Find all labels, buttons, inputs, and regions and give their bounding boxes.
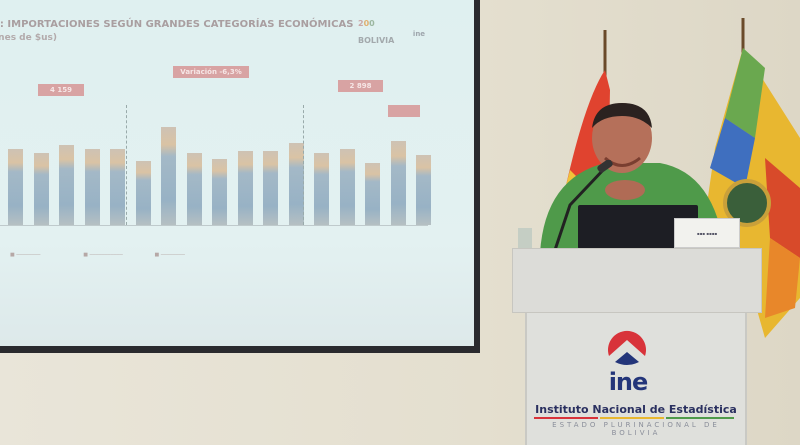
slide-bar (263, 151, 278, 225)
projection-screen: A: IMPORTACIONES SEGÚN GRANDES CATEGORÍA… (0, 0, 480, 353)
slide-bar (8, 149, 23, 225)
slide-bar (135, 161, 151, 225)
slide-title: A: IMPORTACIONES SEGÚN GRANDES CATEGORÍA… (0, 19, 354, 30)
microphone-icon (553, 160, 613, 250)
stripe (534, 417, 598, 419)
slide-bar (339, 149, 355, 225)
slide-bar (288, 143, 304, 225)
institution-name: Instituto Nacional de Estadística (535, 403, 737, 416)
podium-top (512, 248, 762, 313)
slide-bar (416, 155, 431, 225)
chart-separator (303, 105, 304, 225)
water-glass (518, 228, 532, 250)
slide-bar (314, 153, 329, 225)
nameplate: ▪▪▪ ▪▪▪▪ (674, 218, 740, 248)
institution-tagline: ESTADO PLURINACIONAL DE BOLIVIA (552, 421, 720, 437)
ine-logo-text: ine (608, 368, 649, 396)
chart-legend: ■ ──────── ■ ─────────── ■ ──────── (10, 252, 185, 258)
slide-bar (365, 163, 380, 225)
chart-separator (126, 105, 127, 225)
slide-subtitle: ones de $us) (0, 33, 58, 43)
ine-logo: ine (412, 30, 426, 38)
slide: A: IMPORTACIONES SEGÚN GRANDES CATEGORÍA… (0, 0, 474, 346)
slide-bar (33, 153, 49, 225)
slide-bar (212, 159, 227, 225)
slide-bar (59, 145, 74, 225)
stripe (600, 417, 664, 419)
slide-bar (237, 151, 253, 225)
variation-badge: Variación -6,3% (173, 66, 249, 78)
total-badge-2: 2 898 (338, 80, 383, 92)
chart-axis (0, 225, 428, 235)
bicentenario-logo: 200 BOLIVIA (358, 19, 395, 45)
ine-logo-mark (608, 330, 646, 365)
slide-bar (84, 149, 100, 225)
slide-bar (161, 127, 176, 225)
wiphala-flag (705, 18, 800, 338)
stripe (666, 417, 734, 419)
stacked-bar-chart (0, 105, 431, 225)
slide-bar (186, 153, 202, 225)
variation-badge-2 (388, 105, 420, 117)
total-badge: 4 159 (38, 84, 84, 96)
slide-bar (390, 141, 406, 225)
slide-bar (110, 149, 125, 225)
